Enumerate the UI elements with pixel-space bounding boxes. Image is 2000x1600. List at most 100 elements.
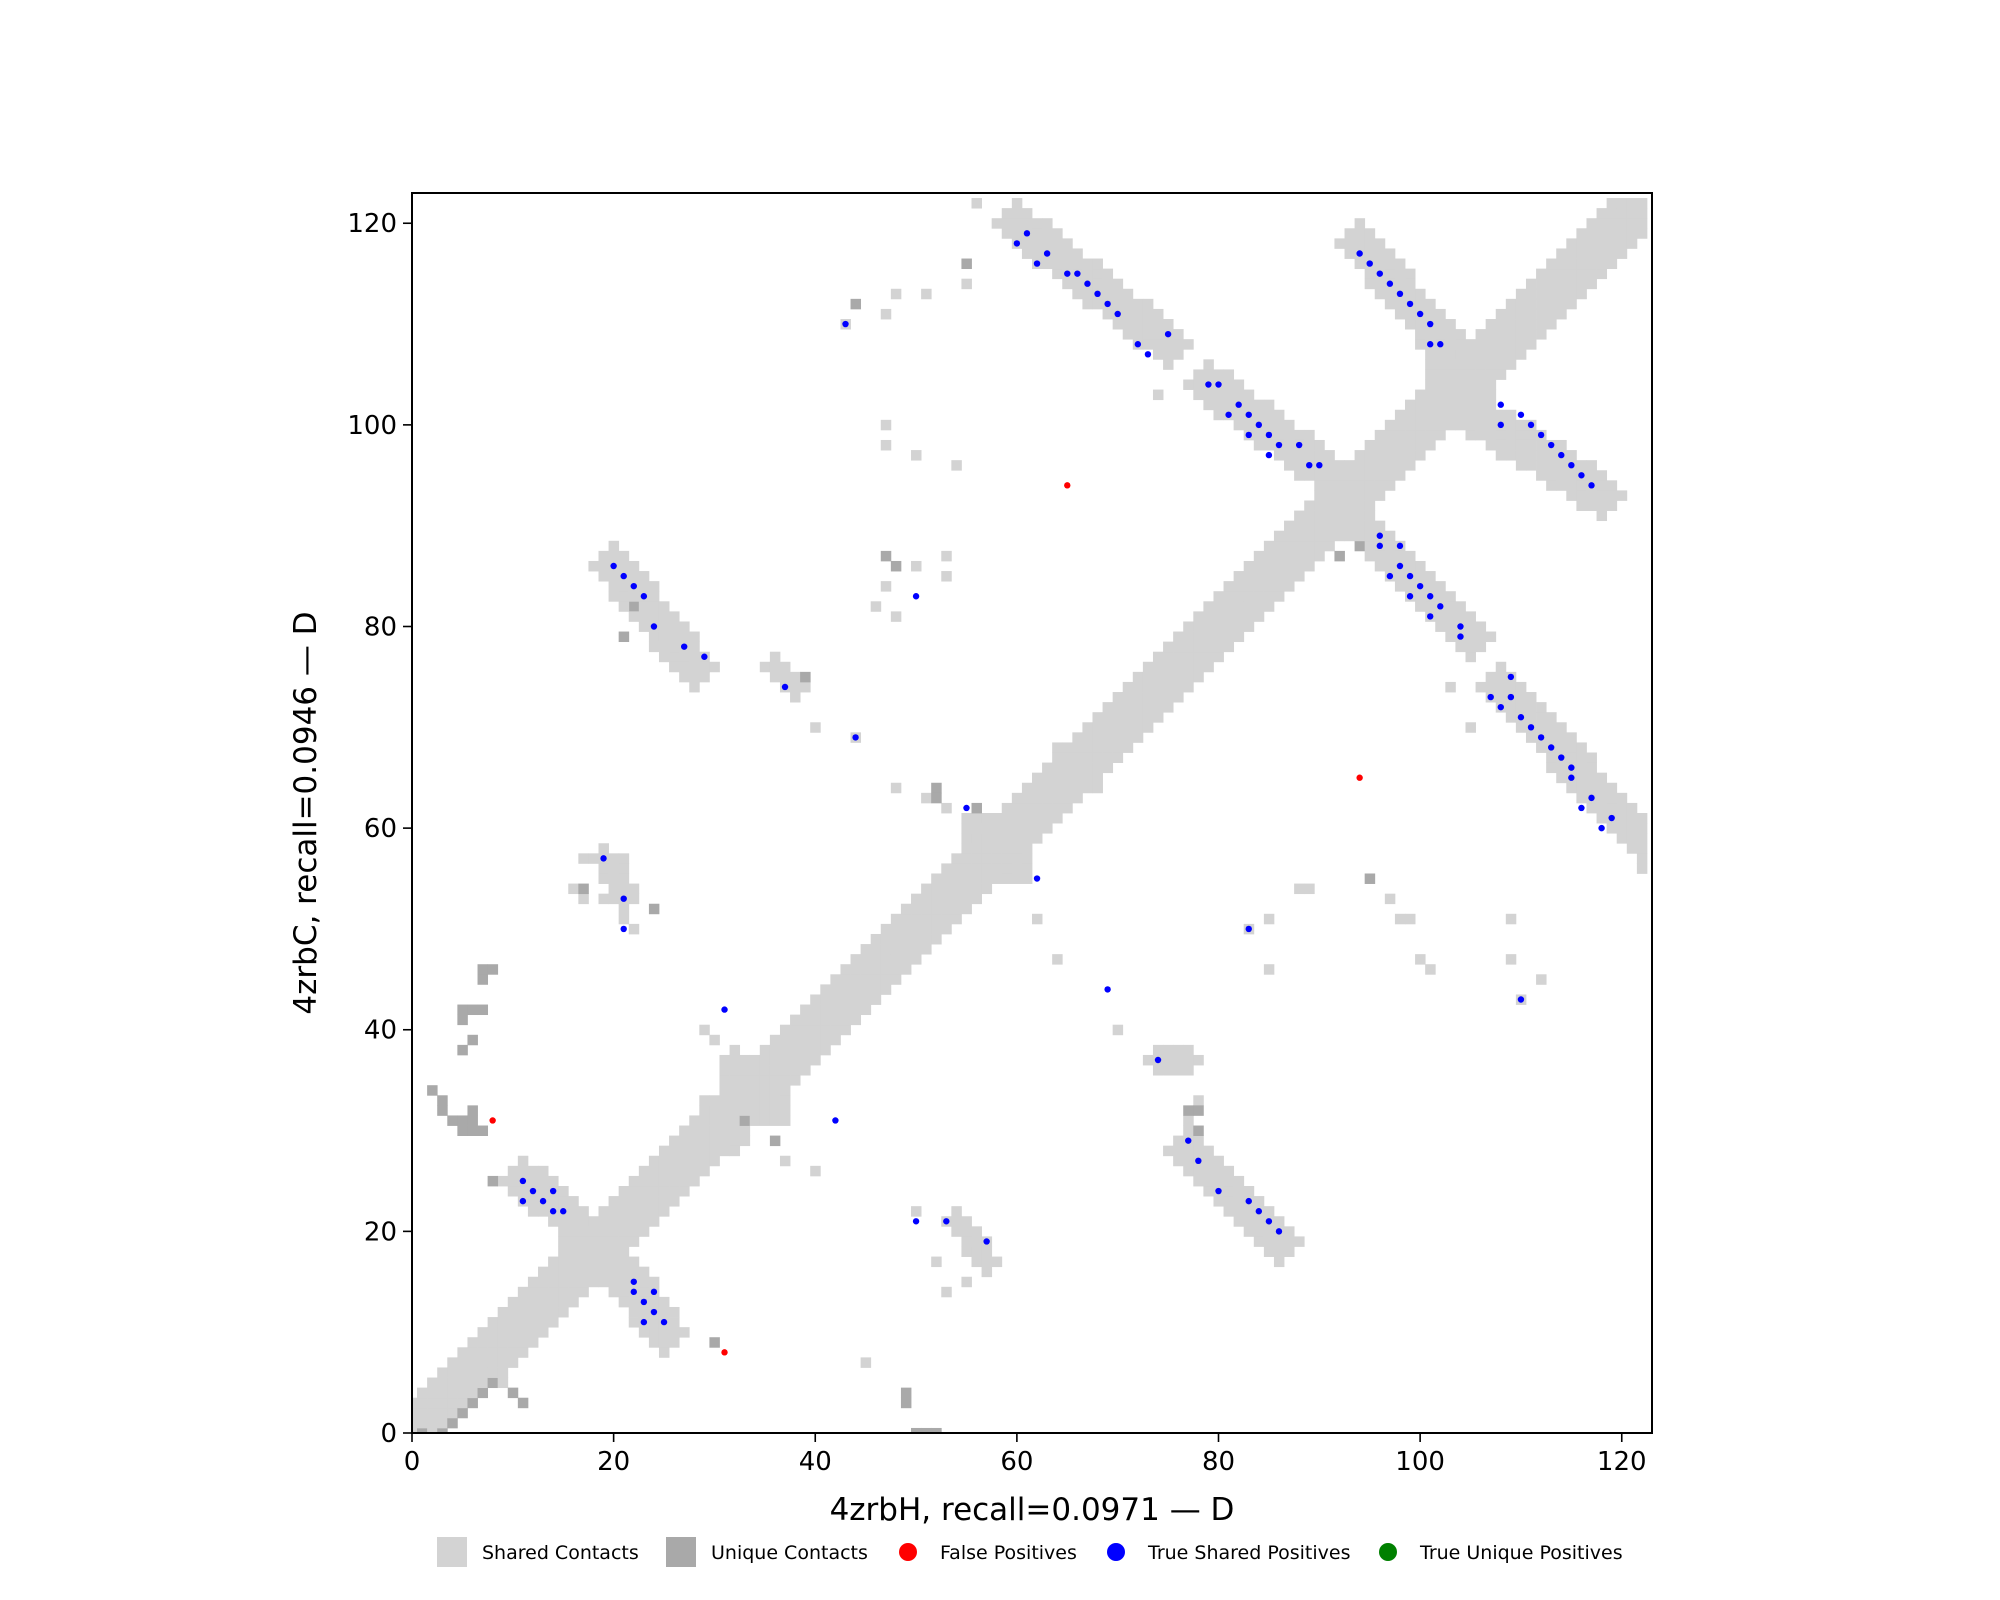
true-shared-positive-point — [1265, 431, 1273, 439]
shared-contact-cell — [1475, 339, 1487, 350]
shared-contact-cell — [1636, 198, 1648, 209]
shared-contact-cell — [779, 1155, 791, 1167]
shared-contact-cell — [779, 1115, 791, 1126]
shared-contact-cell — [658, 1175, 670, 1187]
shared-contact-cell — [618, 1256, 630, 1268]
shared-contact-cell — [618, 1196, 630, 1207]
shared-contact-cell — [648, 611, 660, 622]
shared-contact-cell — [1455, 641, 1466, 653]
shared-contact-cell — [1636, 863, 1648, 874]
shared-contact-cell — [598, 893, 609, 905]
shared-contact-cell — [1183, 681, 1194, 693]
shared-contact-cell — [1344, 460, 1355, 471]
x-tick-label: 100 — [1395, 1447, 1445, 1477]
shared-contact-cell — [669, 1175, 680, 1187]
shared-contact-cell — [689, 651, 700, 663]
shared-contact-cell — [1596, 510, 1608, 522]
shared-contact-cell — [1445, 379, 1456, 390]
true-shared-positive-point — [1497, 421, 1504, 429]
shared-contact-cell — [1032, 913, 1043, 925]
shared-contact-cell — [648, 1196, 660, 1207]
true-shared-positive-point — [1033, 875, 1041, 882]
shared-contact-cell — [608, 1236, 620, 1247]
shared-contact-cell — [719, 1085, 730, 1096]
shared-contact-cell — [1596, 470, 1608, 481]
shared-contact-cell — [1475, 359, 1487, 370]
shared-contact-cell — [578, 1216, 589, 1227]
true-shared-positive-point — [630, 582, 637, 590]
shared-contact-cell — [1021, 218, 1033, 229]
shared-contact-cell — [412, 1407, 418, 1419]
unique-contact-cell — [457, 1115, 468, 1126]
shared-contact-cell — [588, 1226, 599, 1237]
shared-contact-cell — [900, 964, 912, 975]
shared-contact-cell — [769, 671, 781, 683]
shared-contact-cell — [1546, 732, 1557, 743]
unique-contact-cell — [417, 1427, 428, 1433]
shared-contact-cell — [548, 1256, 559, 1268]
shared-contact-cell — [1465, 379, 1476, 390]
shared-contact-cell — [1415, 399, 1426, 411]
shared-contact-cell — [971, 873, 982, 884]
shared-contact-cell — [669, 611, 680, 622]
shared-contact-cell — [1324, 490, 1335, 501]
shared-contact-cell — [578, 1206, 589, 1217]
shared-contact-cell — [1505, 429, 1517, 441]
shared-contact-cell — [709, 1125, 720, 1136]
shared-contact-cell — [1273, 1246, 1285, 1257]
shared-contact-cell — [1636, 218, 1648, 229]
shared-contact-cell — [1505, 681, 1517, 693]
shared-contact-cell — [1314, 450, 1325, 461]
unique-contact-cell — [467, 1115, 478, 1126]
shared-contact-cell — [981, 1256, 993, 1268]
shared-contact-cell — [870, 954, 882, 965]
shared-contact-cell — [921, 792, 932, 804]
shared-contact-cell — [1284, 540, 1295, 552]
shared-contact-cell — [1213, 1165, 1224, 1177]
shared-contact-cell — [628, 1236, 640, 1247]
shared-contact-cell — [1183, 661, 1194, 673]
shared-contact-cell — [790, 1014, 801, 1026]
shared-contact-cell — [739, 1135, 751, 1147]
true-shared-positive-point — [610, 562, 617, 570]
shared-contact-cell — [1273, 1236, 1285, 1247]
shared-contact-cell — [1576, 248, 1587, 259]
shared-contact-cell — [800, 1034, 811, 1046]
shared-contact-cell — [1606, 208, 1618, 219]
shared-contact-cell — [790, 1044, 801, 1056]
shared-contact-cell — [1263, 540, 1275, 552]
shared-contact-cell — [1485, 439, 1497, 451]
shared-contact-cell — [1001, 843, 1013, 854]
shared-contact-cell — [1092, 722, 1103, 733]
shared-contact-cell — [800, 1004, 811, 1016]
shared-contact-cell — [1445, 591, 1456, 602]
shared-contact-cell — [638, 1216, 650, 1227]
shared-contact-cell — [689, 641, 700, 653]
shared-contact-cell — [1203, 359, 1214, 370]
shared-contact-cell — [467, 1337, 478, 1348]
true-shared-positive-point — [1427, 341, 1434, 348]
shared-contact-cell — [1273, 409, 1285, 421]
true-shared-positive-point — [1195, 1157, 1202, 1165]
unique-contact-cell — [1334, 550, 1345, 562]
shared-contact-cell — [1596, 813, 1608, 824]
shared-contact-cell — [1193, 651, 1204, 663]
shared-contact-cell — [628, 1296, 640, 1308]
shared-contact-cell — [417, 1387, 428, 1399]
shared-contact-cell — [1183, 1145, 1194, 1157]
shared-contact-cell — [880, 933, 892, 945]
shared-contact-cell — [1354, 490, 1366, 501]
shared-contact-cell — [1465, 339, 1476, 350]
shared-contact-cell — [1233, 621, 1245, 632]
shared-contact-cell — [538, 1276, 549, 1288]
shared-contact-cell — [1183, 339, 1194, 350]
shared-contact-cell — [991, 823, 1003, 834]
true-shared-positive-point — [1517, 996, 1525, 1003]
shared-contact-cell — [1536, 308, 1547, 320]
shared-contact-cell — [507, 1175, 519, 1187]
shared-contact-cell — [870, 964, 882, 975]
shared-contact-cell — [1455, 339, 1466, 350]
shared-contact-cell — [1052, 238, 1063, 249]
shared-contact-cell — [679, 671, 690, 683]
shared-contact-cell — [1495, 369, 1507, 380]
